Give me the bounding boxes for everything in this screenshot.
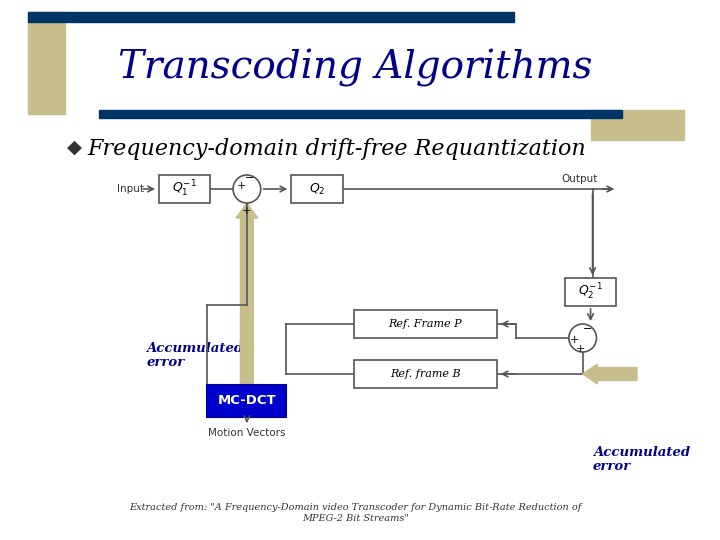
FancyArrow shape <box>582 364 637 384</box>
Text: $Q_2$: $Q_2$ <box>309 181 325 197</box>
Bar <box>27 12 66 114</box>
Bar <box>292 175 343 203</box>
Text: error: error <box>593 460 631 472</box>
Text: Transcoding Algorithms: Transcoding Algorithms <box>118 49 593 87</box>
Text: Input: Input <box>117 184 143 194</box>
Text: Frequency-domain drift-free Requantization: Frequency-domain drift-free Requantizati… <box>87 138 585 160</box>
Text: Motion Vectors: Motion Vectors <box>208 428 286 438</box>
Text: −: − <box>246 173 255 183</box>
Text: Output: Output <box>561 174 598 184</box>
Circle shape <box>569 324 596 352</box>
Bar <box>565 278 616 306</box>
Text: −: − <box>583 324 593 334</box>
Bar <box>354 360 497 388</box>
Text: +: + <box>576 344 585 354</box>
Text: +: + <box>242 206 251 216</box>
Text: Accumulated: Accumulated <box>593 446 690 458</box>
Bar <box>27 12 513 22</box>
Bar <box>207 385 287 417</box>
Text: Accumulated: Accumulated <box>146 341 243 354</box>
Text: Extracted from: "A Frequency-Domain video Transcoder for Dynamic Bit-Rate Reduct: Extracted from: "A Frequency-Domain vide… <box>130 503 582 512</box>
Bar <box>159 175 210 203</box>
Text: $Q_2^{-1}$: $Q_2^{-1}$ <box>578 282 603 302</box>
Text: $Q_1^{-1}$: $Q_1^{-1}$ <box>172 179 197 199</box>
Bar <box>590 110 685 140</box>
Bar <box>99 110 622 118</box>
Bar <box>354 310 497 338</box>
Text: MC-DCT: MC-DCT <box>217 395 276 408</box>
Text: MPEG-2 Bit Streams": MPEG-2 Bit Streams" <box>302 514 409 523</box>
Text: error: error <box>146 355 184 368</box>
Text: +: + <box>570 335 580 345</box>
Text: Ref. Frame P: Ref. Frame P <box>388 319 462 329</box>
Text: ◆: ◆ <box>67 138 82 157</box>
Text: +: + <box>238 181 247 191</box>
Text: Ref. frame B: Ref. frame B <box>390 369 461 379</box>
Circle shape <box>233 175 261 203</box>
FancyArrow shape <box>236 203 258 385</box>
